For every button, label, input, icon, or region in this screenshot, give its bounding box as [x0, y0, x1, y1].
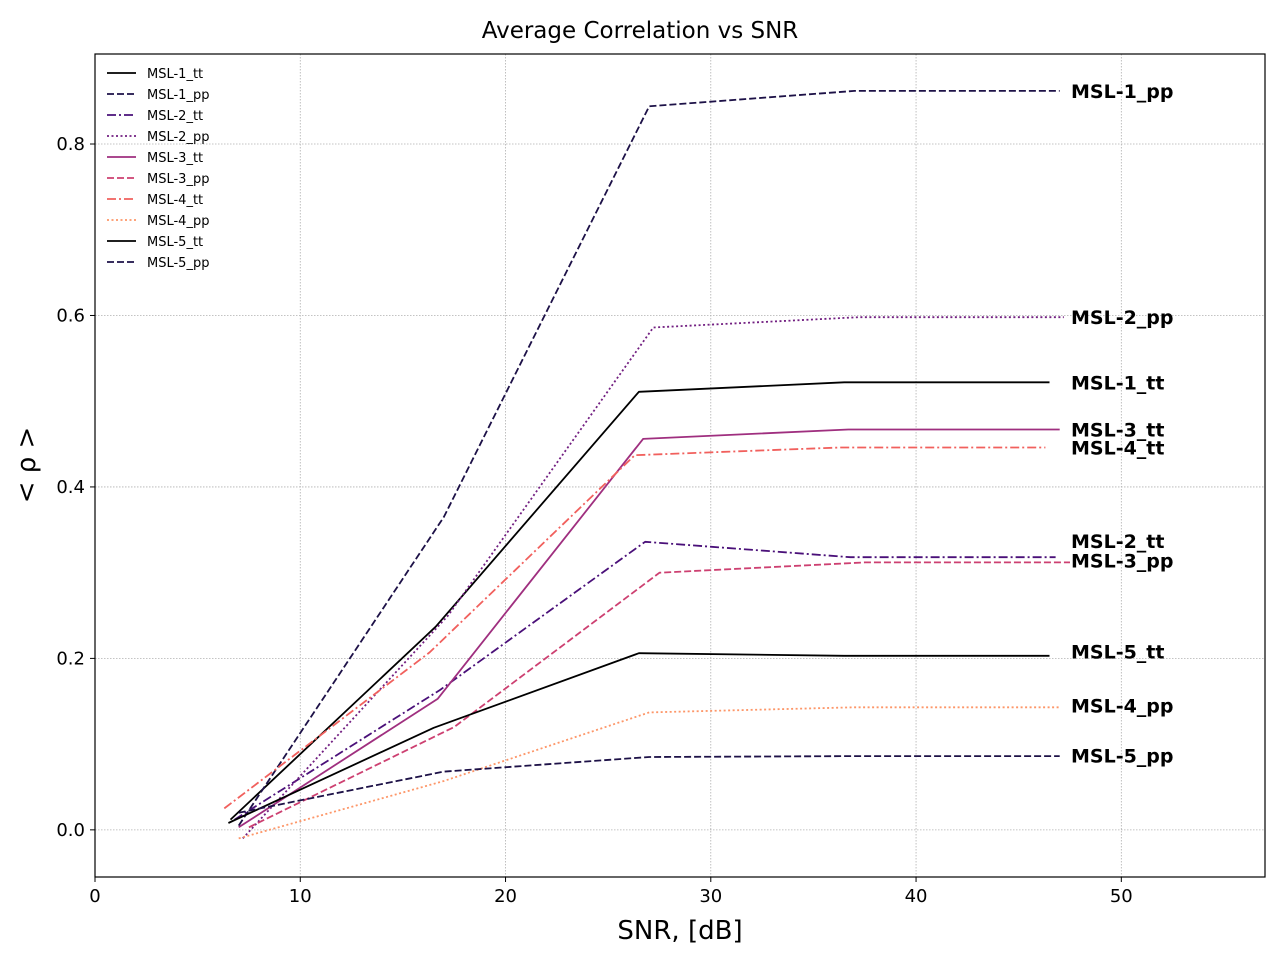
legend-label: MSL-2_tt [147, 109, 203, 124]
x-tick-label: 30 [699, 886, 722, 907]
legend-label: MSL-3_tt [147, 151, 203, 166]
legend-label: MSL-2_pp [147, 130, 209, 145]
y-tick-label: 0.8 [56, 134, 85, 155]
legend: MSL-1_tt MSL-1_pp MSL-2_tt MSL-2_pp MSL-3_tt… [107, 67, 209, 271]
legend-label: MSL-3_pp [147, 172, 209, 187]
x-tick-label: 40 [905, 886, 928, 907]
chart-title: Average Correlation vs SNR [482, 18, 799, 44]
ticks-layer: 0 10 20 30 40 50 0.0 0.2 0.4 0.6 0.8 [56, 134, 1132, 907]
end-label-msl-4-pp: MSL-4_pp [1071, 696, 1174, 718]
y-tick-label: 0.4 [56, 477, 85, 498]
x-tick-label: 20 [494, 886, 517, 907]
series-line-msl-1-tt [229, 381, 1050, 821]
legend-label: MSL-4_pp [147, 214, 209, 229]
end-label-msl-2-tt: MSL-2_tt [1071, 531, 1164, 553]
legend-label: MSL-1_tt [147, 67, 203, 82]
series-line-msl-2-tt [234, 540, 1056, 821]
series-line-msl-1-pp [237, 90, 1060, 827]
x-tick-label: 10 [289, 886, 312, 907]
series-line-msl-5-pp [238, 755, 1060, 814]
legend-label: MSL-5_tt [147, 235, 203, 250]
series-line-msl-3-tt [238, 428, 1060, 829]
y-tick-label: 0.0 [56, 820, 85, 841]
plot-frame [94, 53, 1266, 878]
series-layer [223, 90, 1070, 840]
end-label-msl-5-pp: MSL-5_pp [1071, 745, 1174, 767]
end-labels: MSL-1_pp MSL-2_pp MSL-1_tt MSL-3_ttMSL-4_tt… [1071, 81, 1174, 767]
end-label-msl-2-pp: MSL-2_pp [1071, 307, 1174, 329]
x-axis-label: SNR, [dB] [617, 916, 742, 946]
x-tick-label: 0 [89, 886, 100, 907]
end-label-msl-3-tt: MSL-3_tt [1071, 419, 1164, 441]
y-tick-label: 0.2 [56, 648, 85, 669]
end-label-msl-5-tt: MSL-5_tt [1071, 642, 1164, 664]
end-label-msl-1-pp: MSL-1_pp [1071, 81, 1174, 103]
end-label-msl-1-tt: MSL-1_tt [1071, 372, 1164, 394]
series-line-msl-4-tt [223, 446, 1046, 810]
series-line-msl-2-pp [242, 316, 1064, 840]
legend-label: MSL-5_pp [147, 256, 209, 271]
grid-layer [94, 54, 1265, 877]
end-label-msl-4-tt: MSL-4_tt [1071, 437, 1164, 459]
end-label-msl-3-pp: MSL-3_pp [1071, 551, 1174, 573]
x-tick-label: 50 [1110, 886, 1133, 907]
y-axis-label: < ρ > [12, 427, 42, 504]
series-line-msl-5-tt [228, 652, 1050, 824]
legend-label: MSL-4_tt [147, 193, 203, 208]
series-line-msl-4-pp [238, 706, 1060, 840]
y-tick-label: 0.6 [56, 305, 85, 326]
series-line-msl-3-pp [248, 561, 1070, 829]
legend-label: MSL-1_pp [147, 88, 209, 103]
